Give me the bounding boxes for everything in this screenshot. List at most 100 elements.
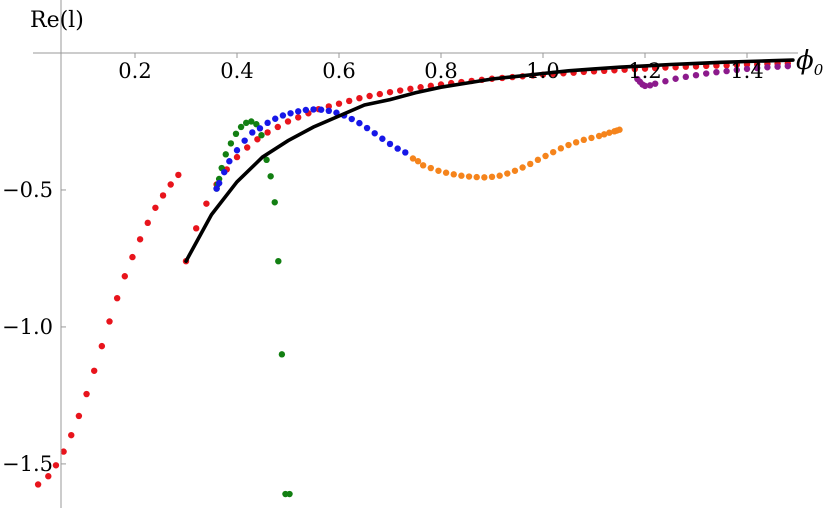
data-point: [152, 204, 159, 211]
data-point: [379, 135, 386, 142]
data-point: [481, 174, 488, 181]
data-point: [278, 351, 286, 358]
data-point: [175, 171, 182, 179]
data-point: [325, 103, 332, 110]
data-point: [386, 88, 394, 96]
data-point: [662, 78, 669, 85]
data-point: [511, 167, 519, 174]
x-tick-label: 1.4: [730, 59, 763, 83]
data-point: [402, 149, 409, 156]
y-tick-label: −0.5: [2, 178, 53, 202]
data-point: [237, 123, 245, 131]
data-point: [784, 62, 791, 70]
data-point: [34, 481, 42, 488]
data-point: [588, 134, 595, 142]
data-point: [356, 119, 363, 127]
data-point: [616, 126, 623, 133]
data-point: [333, 109, 340, 116]
data-point: [45, 473, 52, 480]
data-point: [325, 107, 332, 115]
data-point: [504, 170, 511, 177]
data-point: [450, 171, 457, 178]
data-point: [682, 73, 689, 81]
data-point: [435, 167, 442, 174]
data-point: [527, 160, 534, 168]
data-point: [414, 158, 422, 165]
x-tick-label: 0.2: [118, 59, 151, 83]
data-point: [295, 108, 302, 115]
data-point: [672, 75, 679, 82]
x-axis-label: ϕ0: [796, 46, 824, 79]
data-point: [550, 148, 557, 156]
data-point: [397, 87, 404, 94]
data-point: [733, 66, 740, 74]
data-point: [703, 70, 710, 77]
data-point: [371, 130, 378, 137]
data-point: [159, 192, 167, 199]
data-point: [317, 106, 325, 113]
data-point: [263, 156, 270, 164]
y-ticks: −0.5 −1.0 −1.5: [2, 178, 66, 476]
data-point: [221, 168, 228, 176]
x-tick-label: 0.4: [220, 59, 253, 83]
data-point: [572, 139, 580, 146]
x-tick-label: 0.8: [424, 59, 457, 83]
data-point: [754, 64, 761, 72]
data-point: [226, 158, 233, 165]
data-point: [83, 390, 90, 398]
data-point: [75, 412, 83, 420]
data-point: [136, 236, 144, 243]
y-tick-label: −1.0: [2, 315, 53, 339]
data-point: [417, 84, 424, 91]
data-point: [465, 173, 473, 180]
data-point: [427, 164, 434, 172]
data-point: [275, 257, 282, 265]
data-point: [409, 155, 417, 162]
data-point: [129, 253, 136, 261]
data-point: [213, 185, 220, 192]
data-point: [121, 273, 128, 280]
y-tick-label: −1.5: [2, 452, 53, 476]
data-point: [244, 144, 251, 151]
data-point: [442, 169, 450, 176]
data-point: [534, 156, 542, 164]
data-point: [203, 200, 210, 207]
data-point: [407, 85, 414, 93]
data-point: [167, 181, 174, 188]
data-point: [646, 82, 654, 89]
data-point: [652, 80, 659, 87]
data-point: [248, 118, 255, 125]
data-point: [279, 112, 287, 119]
data-point: [565, 141, 572, 149]
data-point: [241, 137, 248, 144]
data-point: [386, 140, 394, 148]
data-point: [233, 147, 241, 154]
data-point: [272, 115, 279, 122]
data-point: [267, 173, 274, 180]
data-point: [264, 129, 271, 136]
data-point: [193, 225, 200, 232]
series-purple: [634, 62, 791, 90]
data-point: [743, 65, 751, 73]
data-point: [284, 118, 292, 125]
data-point: [557, 145, 565, 152]
data-point: [258, 131, 265, 139]
series-red: [34, 60, 791, 488]
data-point: [488, 173, 496, 181]
data-point: [713, 68, 720, 76]
data-point: [764, 64, 771, 71]
data-point: [496, 172, 503, 179]
data-point: [356, 95, 363, 102]
data-point: [376, 90, 383, 98]
data-point: [227, 140, 235, 147]
data-point: [473, 173, 480, 181]
data-point: [274, 123, 281, 131]
series-layer: [34, 60, 791, 498]
data-point: [419, 162, 427, 169]
fit-curve: [184, 58, 795, 263]
data-point: [215, 179, 223, 187]
data-point: [295, 114, 302, 121]
data-point: [348, 115, 355, 123]
data-point: [249, 129, 256, 136]
